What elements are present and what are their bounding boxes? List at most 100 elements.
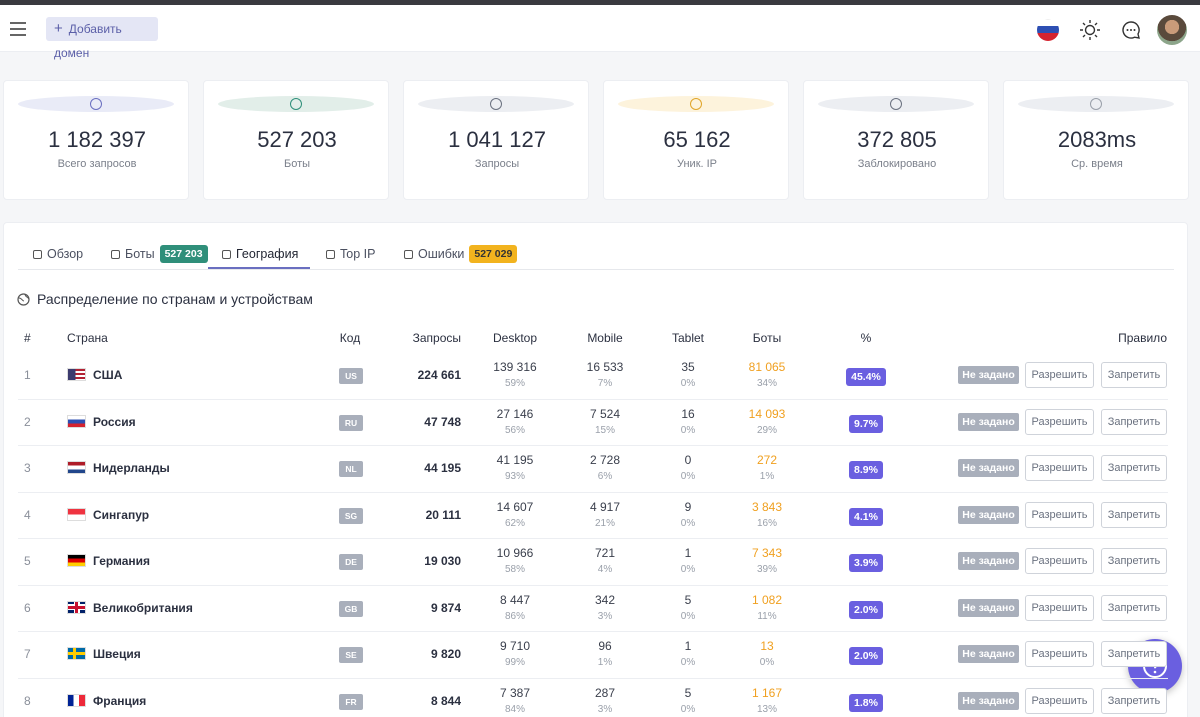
bots-count: 81 065 (748, 360, 786, 374)
mobile-count: 4 917 (589, 499, 621, 514)
tablet-count: 0 (684, 453, 692, 467)
add-domain-label: Добавить домен (54, 22, 122, 60)
deny-button[interactable]: Запретить (1101, 501, 1167, 528)
country-name: Россия (93, 414, 136, 429)
country-code: GB (339, 600, 363, 617)
theme-icon[interactable] (1080, 20, 1100, 40)
mobile-count: 16 533 (586, 360, 624, 374)
share-value: 45.4% (846, 368, 886, 386)
allow-button[interactable]: Разрешить (1025, 594, 1094, 621)
stat-value: 527 203 (257, 127, 337, 152)
desktop-count: 7 387 (499, 685, 531, 700)
mobile-percent: 3% (597, 610, 613, 622)
share-value: 1.8% (849, 693, 883, 712)
deny-button[interactable]: Запретить (1101, 641, 1167, 667)
row-divider (18, 398, 1168, 400)
section-icon (17, 293, 30, 306)
stat-value: 1 182 397 (48, 127, 146, 152)
stat-icon (690, 98, 702, 110)
tab[interactable]: Боты 527 203 (111, 244, 208, 264)
allow-button[interactable]: Разрешить (1025, 548, 1094, 574)
desktop-count: 41 195 (496, 453, 534, 467)
tabs-divider (18, 269, 1174, 270)
deny-button[interactable]: Запретить (1101, 594, 1167, 621)
tab[interactable]: Ошибки 527 029 (404, 244, 518, 264)
rule-status: Не задано (958, 691, 1019, 710)
rule-status: Не задано (958, 412, 1019, 431)
mobile-count: 721 (594, 546, 616, 560)
bots-count: 272 (756, 453, 778, 467)
row-number: 2 (24, 414, 31, 429)
desktop-percent: 86% (504, 610, 525, 622)
mobile-count: 7 524 (589, 406, 621, 421)
row-number: 3 (24, 461, 31, 475)
country-name: Нидерланды (93, 461, 170, 475)
tab-label: География (236, 247, 299, 261)
tab-badge: 527 203 (159, 245, 208, 263)
stat-icon (890, 98, 902, 110)
desktop-count: 10 966 (496, 546, 534, 560)
allow-button[interactable]: Разрешить (1025, 501, 1094, 528)
avatar[interactable] (1157, 15, 1187, 45)
allow-button[interactable]: Разрешить (1025, 641, 1094, 667)
stat-label: Ср. время (1071, 158, 1123, 170)
tab[interactable]: Top IP (326, 244, 375, 264)
row-number: 5 (24, 554, 31, 568)
chat-icon[interactable] (1121, 20, 1141, 40)
bots-count: 1 082 (751, 592, 783, 607)
allow-button[interactable]: Разрешить (1025, 455, 1094, 481)
stat-value: 65 162 (663, 127, 731, 152)
stat-icon (90, 98, 102, 110)
allow-button[interactable]: Разрешить (1025, 362, 1094, 388)
stat-card: 372 805 Заблокировано (803, 80, 989, 200)
tab-icon (111, 249, 120, 259)
tab-icon (33, 249, 42, 259)
deny-button[interactable]: Запретить (1101, 362, 1167, 388)
add-domain-button[interactable]: + Добавить домен (46, 17, 158, 60)
country-name: Великобритания (93, 600, 193, 615)
allow-button[interactable]: Разрешить (1025, 687, 1094, 714)
country-name: Сингапур (93, 507, 150, 522)
bots-count: 3 843 (751, 499, 783, 514)
deny-button[interactable]: Запретить (1101, 548, 1167, 574)
deny-button[interactable]: Запретить (1101, 455, 1167, 481)
tab-underline (208, 267, 310, 269)
tab[interactable]: География (222, 244, 298, 264)
mobile-percent: 3% (597, 703, 613, 715)
country-code: US (339, 368, 363, 384)
requests: 19 030 (424, 554, 461, 568)
desktop-percent: 58% (504, 564, 525, 575)
share-badge: 1.8% (826, 693, 906, 712)
desktop-percent: 84% (504, 703, 525, 715)
bots-count: 7 343 (751, 546, 783, 560)
language-flag[interactable] (1037, 19, 1059, 41)
row-divider (18, 631, 1168, 632)
desktop-percent: 59% (504, 378, 525, 389)
column-header: % (860, 331, 872, 345)
deny-button[interactable]: Запретить (1101, 408, 1167, 435)
column-header: Tablet (671, 331, 705, 345)
row-number: 8 (24, 693, 31, 708)
stat-card: 527 203 Боты (203, 80, 389, 200)
tab-label: Top IP (340, 247, 376, 261)
tab[interactable]: Обзор (33, 244, 83, 264)
stat-icon (290, 98, 302, 110)
requests: 9 820 (430, 647, 461, 661)
country-flag (67, 600, 86, 614)
country-flag (67, 647, 86, 660)
tablet-percent: 0% (680, 424, 696, 436)
share-badge: 3.9% (826, 553, 906, 572)
desktop-count: 14 607 (496, 499, 534, 514)
country-name: Германия (93, 554, 151, 568)
deny-button[interactable]: Запретить (1101, 687, 1167, 714)
bots-count: 14 093 (748, 406, 786, 421)
country-name: США (93, 368, 123, 382)
tablet-percent: 0% (680, 471, 696, 482)
allow-button[interactable]: Разрешить (1025, 408, 1094, 435)
mobile-count: 342 (594, 592, 616, 607)
menu-icon[interactable] (10, 22, 26, 36)
country-flag (67, 507, 86, 521)
desktop-percent: 56% (504, 424, 525, 436)
share-value: 2.0% (849, 647, 883, 665)
